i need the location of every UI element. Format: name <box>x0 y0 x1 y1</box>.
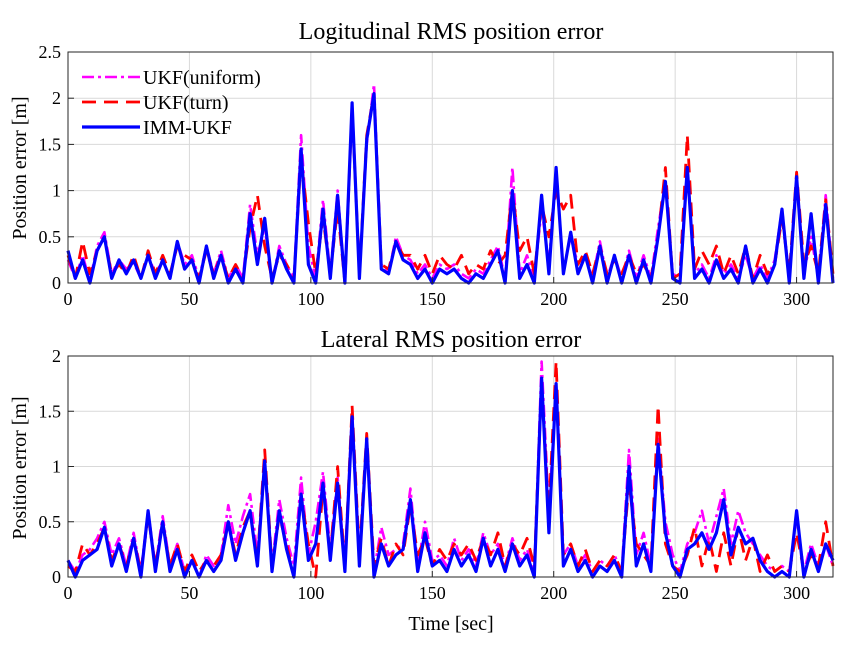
longitudinal-xtick-label-0: 0 <box>64 289 73 309</box>
longitudinal-axes-frame <box>67 51 834 284</box>
longitudinal-ytick-label-3: 1.5 <box>39 134 62 154</box>
lateral-xtick-label-5: 250 <box>662 583 689 603</box>
lateral-ytick-label-2: 1 <box>52 457 61 477</box>
lateral-ticks: 0 50 100 150 200 250 300 0 0.5 1 1.5 2 <box>39 346 811 603</box>
lateral-series-ukf-uniform <box>66 360 835 579</box>
longitudinal-xtick-label-6: 300 <box>783 289 810 309</box>
longitudinal-title: Logitudinal RMS position error <box>299 19 604 45</box>
longitudinal-ytick-label-1: 0.5 <box>39 227 62 247</box>
legend-label-1: UKF(turn) <box>143 92 229 114</box>
longitudinal-series-ukf-uniform <box>66 83 835 285</box>
lateral-ytick-label-3: 1.5 <box>39 401 62 421</box>
longitudinal-xtick-label-1: 50 <box>180 289 198 309</box>
longitudinal-xtick-label-4: 200 <box>540 289 567 309</box>
longitudinal-ytick-label-5: 2.5 <box>39 42 62 62</box>
longitudinal-series <box>66 83 835 285</box>
longitudinal-xtick-label-3: 150 <box>419 289 446 309</box>
lateral-xtick-label-2: 100 <box>297 583 324 603</box>
lateral-xtick-label-3: 150 <box>419 583 446 603</box>
lateral-series-imm-ukf <box>66 376 835 579</box>
lateral-ytick-label-1: 0.5 <box>39 512 62 532</box>
longitudinal-ylabel: Position error [m] <box>9 96 31 239</box>
lateral-grid <box>67 355 833 578</box>
longitudinal-series-ukf-turn <box>66 92 835 285</box>
lateral-ylabel: Position error [m] <box>9 396 31 539</box>
lateral-ytick-label-4: 2 <box>52 346 61 366</box>
lateral-xtick-label-0: 0 <box>64 583 73 603</box>
legend-label-2: IMM-UKF <box>143 117 232 139</box>
longitudinal-ytick-label-4: 2 <box>52 88 61 108</box>
lateral-title: Lateral RMS position error <box>321 327 582 353</box>
legend-label-0: UKF(uniform) <box>143 67 261 89</box>
lateral-xtick-label-1: 50 <box>180 583 198 603</box>
longitudinal-ytick-label-0: 0 <box>52 273 61 293</box>
longitudinal-ytick-label-2: 1 <box>52 181 61 201</box>
lateral-series <box>66 360 835 579</box>
lateral-series-ukf-turn <box>67 360 835 579</box>
longitudinal-ticks: 0 50 100 150 200 250 300 0 0.5 1 1.5 2 2.5 <box>39 42 811 309</box>
longitudinal-xtick-label-5: 250 <box>662 289 689 309</box>
lateral-ytick-label-0: 0 <box>52 567 61 587</box>
lateral-xtick-label-4: 200 <box>540 583 567 603</box>
longitudinal-series-imm-ukf <box>66 91 835 285</box>
legend: UKF(uniform) UKF(turn) IMM-UKF <box>82 67 261 139</box>
lateral-xlabel: Time [sec] <box>408 613 493 635</box>
longitudinal-xtick-label-2: 100 <box>297 289 324 309</box>
longitudinal-panel: Logitudinal RMS position error Position … <box>9 19 835 309</box>
lateral-panel: Lateral RMS position error Position erro… <box>9 327 835 635</box>
lateral-xtick-label-6: 300 <box>783 583 810 603</box>
